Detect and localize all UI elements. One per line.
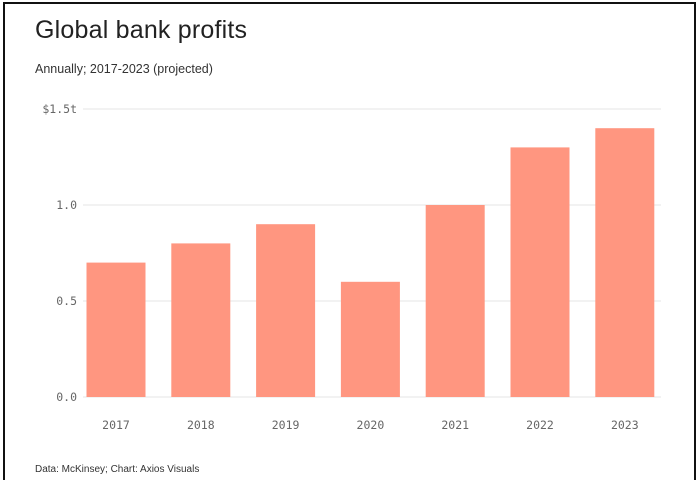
chart-subtitle: Annually; 2017-2023 (projected) <box>35 62 213 76</box>
bar-2022 <box>510 147 570 397</box>
bar-2019 <box>256 224 316 397</box>
x-tick-label: 2020 <box>357 418 385 432</box>
chart-source: Data: McKinsey; Chart: Axios Visuals <box>35 464 200 475</box>
y-tick-label: 0.5 <box>56 294 77 308</box>
bars <box>86 128 655 397</box>
x-tick-label: 2023 <box>611 418 639 432</box>
bar-2018 <box>171 243 231 397</box>
x-tick-label: 2017 <box>102 418 130 432</box>
y-tick-label: 0.0 <box>56 390 77 404</box>
chart-card: Global bank profits Annually; 2017-2023 … <box>3 2 696 480</box>
x-axis-ticks: 2017 2018 2019 2020 2021 2022 2023 <box>102 418 639 432</box>
bar-chart: 0.00.51.0$1.5t 2017 2018 2019 2020 2021 2022 2… <box>42 102 661 432</box>
bar-2020 <box>340 281 400 397</box>
x-tick-label: 2019 <box>272 418 300 432</box>
bar-2023 <box>595 128 655 397</box>
y-tick-label: 1.0 <box>56 198 77 212</box>
bar-2021 <box>425 205 485 397</box>
x-tick-label: 2021 <box>441 418 469 432</box>
bar-2017 <box>86 262 146 397</box>
y-tick-label: $1.5t <box>42 102 77 116</box>
chart-title: Global bank profits <box>35 16 248 44</box>
y-axis-ticks: 0.0 0.5 1.0 $1.5t <box>42 102 77 404</box>
x-tick-label: 2022 <box>526 418 554 432</box>
x-tick-label: 2018 <box>187 418 215 432</box>
